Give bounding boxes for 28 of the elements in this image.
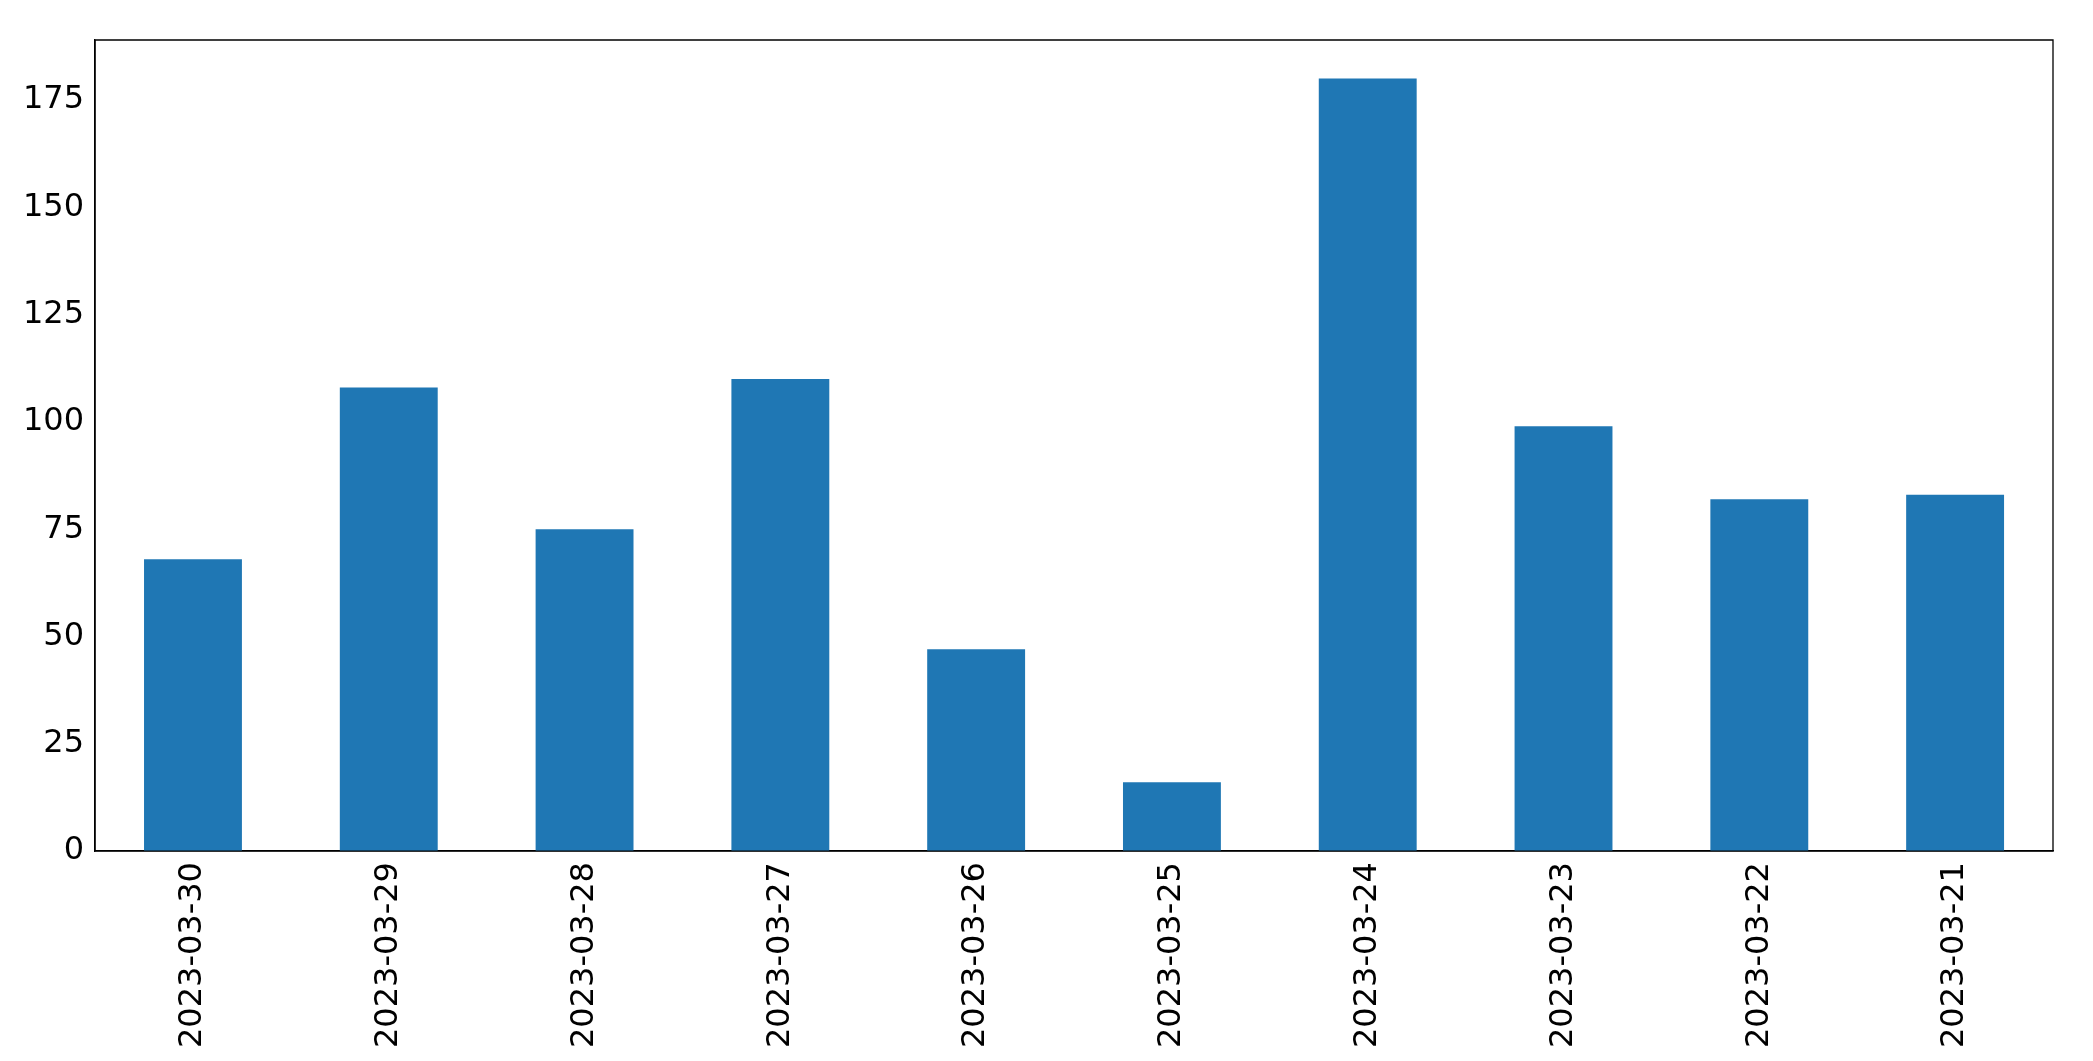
- bar: [1906, 494, 2005, 852]
- bar: [1514, 426, 1613, 852]
- x-tick-label: 2023-03-27: [758, 862, 797, 1048]
- bar: [144, 559, 242, 852]
- x-tick-label: 2023-03-24: [1346, 862, 1385, 1048]
- bar: [535, 529, 634, 852]
- y-tick-label: 150: [23, 185, 85, 224]
- x-tick-label: 2023-03-30: [171, 862, 210, 1048]
- x-tick-label: 2023-03-25: [1150, 862, 1189, 1048]
- x-tick-label: 2023-03-26: [954, 862, 993, 1048]
- x-tick-label: 2023-03-23: [1541, 862, 1580, 1048]
- bar: [339, 387, 438, 852]
- bar: [1318, 78, 1417, 852]
- bar: [731, 379, 830, 852]
- y-tick-label: 125: [23, 292, 85, 331]
- y-tick-label: 50: [43, 614, 85, 653]
- y-tick-label: 0: [63, 829, 85, 868]
- bar: [1710, 499, 1809, 852]
- y-tick-label: 100: [23, 400, 85, 439]
- bar: [927, 649, 1026, 852]
- y-tick-label: 175: [23, 78, 85, 117]
- x-tick-label: 2023-03-22: [1737, 862, 1776, 1048]
- x-tick-label: 2023-03-28: [562, 862, 601, 1048]
- x-tick-label: 2023-03-21: [1933, 862, 1972, 1048]
- bar: [1122, 782, 1221, 852]
- y-tick-label: 25: [43, 722, 85, 761]
- x-tick-label: 2023-03-29: [367, 862, 406, 1048]
- y-tick-label: 75: [43, 507, 85, 546]
